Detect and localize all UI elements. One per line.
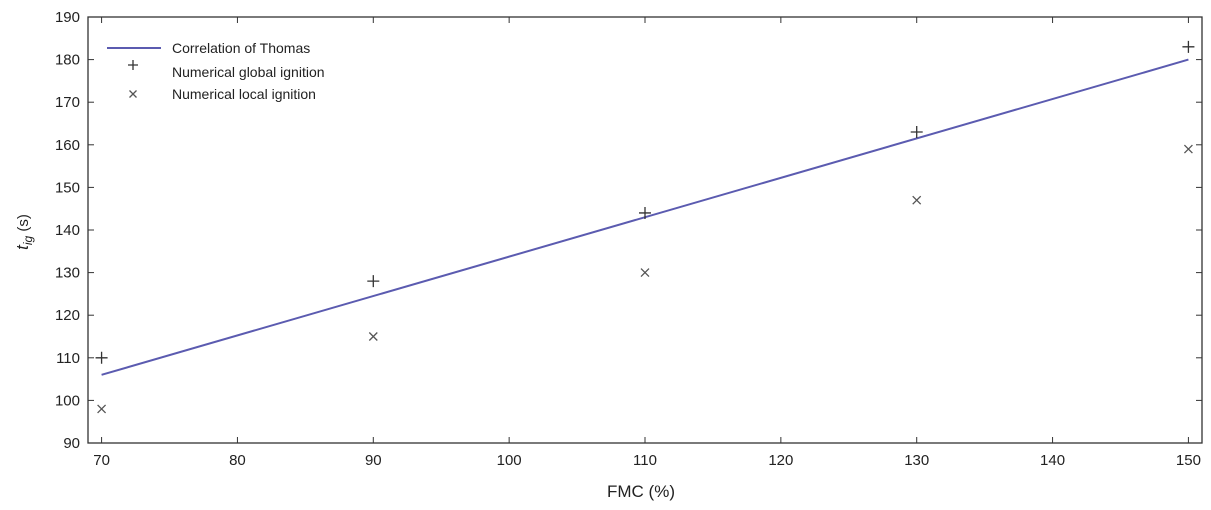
y-axis-label-base: t <box>13 244 32 250</box>
x-tick-label: 130 <box>904 452 929 469</box>
plot-marks <box>95 40 1195 414</box>
global-ignition-point <box>1182 40 1195 53</box>
global-ignition-point <box>639 206 651 219</box>
y-tick-label: 180 <box>55 52 80 69</box>
plot-frame <box>87 16 1203 444</box>
x-tick-label: 110 <box>633 452 657 469</box>
legend-label-local: Numerical local ignition <box>172 86 316 102</box>
local-ignition-point <box>912 195 922 205</box>
legend: Correlation of Thomas Numerical global i… <box>107 40 325 102</box>
legend-label-global: Numerical global ignition <box>172 64 325 80</box>
x-tick-label: 70 <box>93 452 110 469</box>
y-tick-label: 170 <box>55 94 80 111</box>
local-ignition-point <box>1183 144 1193 154</box>
y-tick-label: 120 <box>55 307 80 324</box>
legend-cross-marker <box>129 90 137 98</box>
legend-plus-marker <box>128 60 138 70</box>
x-tick-label: 100 <box>497 452 522 469</box>
legend-label-correlation: Correlation of Thomas <box>172 40 310 56</box>
y-axis-ticks: 90 100 110 120 130 140 150 160 170 180 190 <box>55 9 1202 452</box>
y-tick-label: 130 <box>55 265 80 282</box>
global-ignition-point <box>910 126 923 139</box>
local-ignition-point <box>368 332 378 341</box>
y-axis-label-subscript: ig <box>21 235 35 245</box>
y-tick-label: 100 <box>55 392 80 409</box>
y-tick-label: 110 <box>56 350 80 367</box>
x-axis-ticks: 70 80 90 100 110 120 130 140 150 <box>93 17 1201 469</box>
y-axis-label-unit: (s) <box>15 214 32 236</box>
x-tick-label: 90 <box>365 452 382 469</box>
x-tick-label: 80 <box>229 452 246 469</box>
y-axis-label: tig (s) <box>13 214 35 250</box>
local-ignition-point <box>97 404 107 414</box>
local-ignition-point <box>640 268 650 278</box>
x-tick-label: 140 <box>1040 452 1065 469</box>
y-tick-label: 140 <box>55 222 80 239</box>
x-tick-label: 150 <box>1176 452 1201 469</box>
global-ignition-point <box>367 275 380 288</box>
x-tick-label: 120 <box>768 452 793 469</box>
y-tick-label: 90 <box>63 435 80 452</box>
global-ignition-point <box>95 351 108 364</box>
y-tick-label: 190 <box>55 9 80 26</box>
x-axis-label: FMC (%) <box>607 482 675 501</box>
y-tick-label: 150 <box>55 179 80 196</box>
y-tick-label: 160 <box>55 137 80 154</box>
